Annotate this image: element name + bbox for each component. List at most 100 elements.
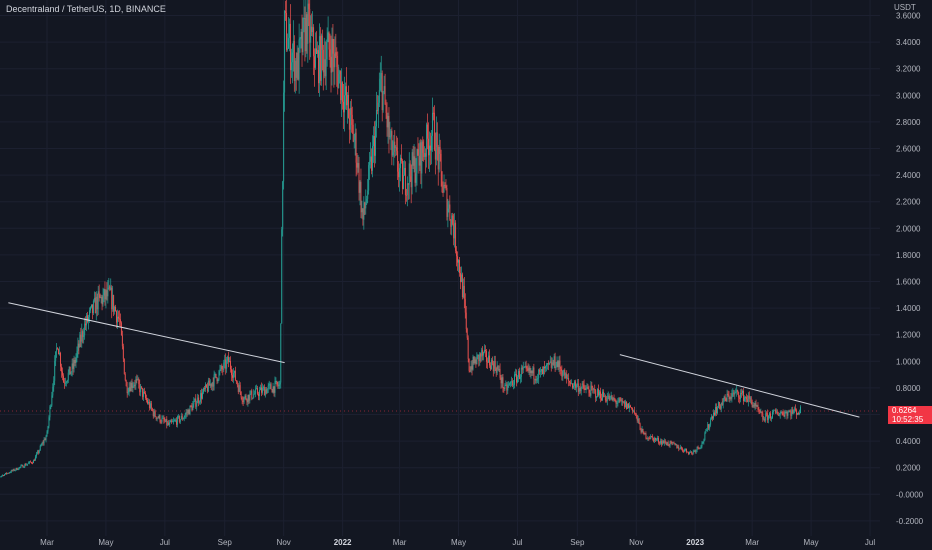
candle	[462, 278, 464, 299]
candle-body	[498, 369, 500, 370]
candle	[45, 434, 47, 443]
candle-body	[58, 349, 60, 355]
candle-body	[316, 48, 317, 54]
candle-body	[620, 399, 622, 402]
candle	[698, 447, 700, 450]
candle-body	[768, 415, 770, 420]
y-tick-label: 3.4000	[896, 38, 921, 47]
candle-body	[139, 383, 141, 393]
x-tick-label: Mar	[40, 538, 54, 547]
candle-body	[756, 405, 758, 407]
candle	[188, 408, 190, 415]
candle-body	[113, 294, 115, 312]
candle-body	[242, 400, 244, 402]
candle	[176, 415, 178, 428]
candle-body	[439, 146, 441, 154]
candle-body	[374, 126, 376, 156]
candle-body	[773, 409, 775, 411]
candle	[204, 382, 206, 392]
candle	[349, 101, 351, 140]
candle	[580, 386, 582, 396]
candle-body	[147, 400, 148, 404]
candle	[118, 310, 119, 322]
candle-body	[557, 361, 559, 368]
candle-body	[583, 384, 585, 389]
candle	[279, 380, 281, 390]
candle-body	[238, 385, 240, 392]
candle	[691, 452, 693, 456]
candle-body	[354, 132, 356, 141]
candle-body	[735, 391, 737, 393]
candle-body	[33, 460, 34, 464]
candle	[588, 385, 590, 397]
candle	[419, 140, 421, 171]
candle-body	[146, 398, 147, 401]
candle-body	[789, 411, 791, 413]
candle-body	[396, 147, 398, 151]
candle-body	[573, 385, 574, 388]
candle-body	[367, 190, 369, 199]
symbol-title[interactable]: Decentraland / TetherUS, 1D, BINANCE	[6, 4, 166, 14]
candle	[672, 442, 674, 445]
candle-body	[388, 115, 390, 138]
candle	[367, 179, 369, 204]
candle-body	[4, 474, 5, 476]
candle	[444, 182, 446, 189]
candle	[1, 475, 3, 478]
candle	[113, 294, 115, 317]
candle	[138, 377, 140, 389]
x-tick-label: Sep	[570, 538, 585, 547]
candle-body	[473, 356, 475, 364]
candle-body	[151, 408, 153, 411]
candle	[388, 107, 390, 154]
candle	[553, 353, 555, 369]
candle-body	[604, 396, 606, 401]
candle-body	[333, 53, 335, 68]
candle-body	[646, 438, 648, 440]
candle-body	[345, 86, 346, 96]
candle	[646, 437, 648, 440]
candle	[487, 357, 488, 369]
candle-body	[693, 450, 695, 452]
candle-body	[123, 358, 125, 375]
candle-body	[145, 393, 146, 399]
candle-body	[294, 60, 296, 81]
candle	[33, 459, 34, 464]
trendlines[interactable]	[8, 302, 860, 418]
candle	[517, 368, 519, 383]
candle-body	[165, 419, 167, 422]
candle-body	[175, 420, 176, 422]
time-axis[interactable]: Mar May Jul Sep Nov 2022 Mar May Jul Sep Nov 2023 Ma…	[40, 538, 875, 547]
candle-body	[505, 384, 507, 386]
candle	[707, 421, 709, 432]
candle	[598, 384, 600, 397]
candle-body	[265, 389, 267, 394]
candle	[482, 346, 484, 361]
candle	[336, 47, 338, 87]
candle-body	[57, 348, 59, 350]
candle	[236, 380, 238, 388]
candle-body	[471, 366, 473, 370]
candle	[208, 377, 210, 386]
candle	[539, 368, 541, 375]
candle-body	[167, 422, 169, 426]
candle-body	[755, 403, 757, 407]
candle-body	[565, 373, 567, 379]
candle	[29, 461, 31, 465]
candle-body	[377, 102, 379, 111]
candle	[674, 442, 676, 446]
candle-body	[245, 395, 247, 400]
candle	[223, 359, 225, 373]
candle-body	[317, 50, 318, 54]
candle-body	[746, 399, 748, 403]
candle	[516, 375, 518, 384]
candle-body	[622, 400, 624, 403]
candle	[757, 402, 759, 413]
candle-body	[344, 95, 345, 113]
candle	[732, 388, 734, 397]
candle	[464, 293, 466, 319]
candle-body	[476, 355, 478, 365]
price-axis[interactable]: 3.60003.40003.20003.00002.80002.60002.40…	[896, 12, 924, 526]
candle-body	[549, 361, 551, 363]
